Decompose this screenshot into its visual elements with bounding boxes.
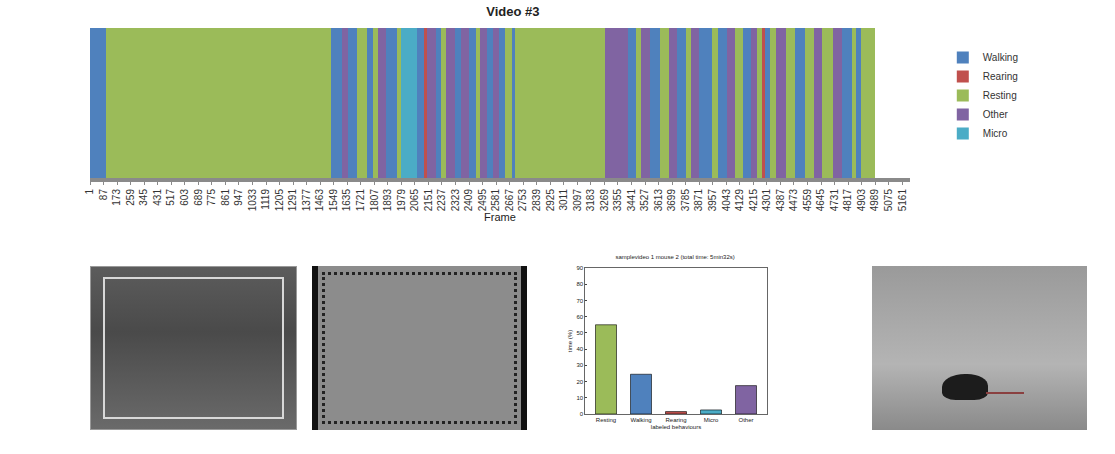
svg-text:2581: 2581 — [490, 189, 501, 212]
svg-text:Walking: Walking — [983, 52, 1018, 63]
svg-text:Resting: Resting — [983, 90, 1017, 101]
svg-text:1: 1 — [84, 189, 95, 195]
svg-text:3613: 3613 — [653, 189, 664, 212]
svg-text:4043: 4043 — [721, 189, 732, 212]
svg-text:3269: 3269 — [599, 189, 610, 212]
svg-text:3441: 3441 — [626, 189, 637, 212]
svg-text:labeled behaviours: labeled behaviours — [651, 424, 701, 430]
svg-text:345: 345 — [138, 189, 149, 206]
svg-text:3011: 3011 — [558, 189, 569, 211]
svg-text:1291: 1291 — [287, 189, 298, 212]
svg-text:30: 30 — [577, 362, 584, 368]
svg-text:4903: 4903 — [856, 189, 867, 212]
svg-text:517: 517 — [165, 189, 176, 206]
svg-text:samplevideo 1 mouse 2 (total t: samplevideo 1 mouse 2 (total time: 5min3… — [615, 254, 734, 260]
svg-text:Video #3: Video #3 — [486, 4, 539, 19]
svg-text:1721: 1721 — [355, 189, 366, 212]
svg-text:4129: 4129 — [734, 189, 745, 212]
svg-text:4215: 4215 — [748, 189, 759, 212]
svg-text:3871: 3871 — [693, 189, 704, 212]
svg-text:947: 947 — [233, 189, 244, 206]
svg-text:4559: 4559 — [802, 189, 813, 212]
svg-text:2753: 2753 — [517, 189, 528, 212]
svg-text:5161: 5161 — [897, 189, 908, 212]
svg-text:Rearing: Rearing — [665, 417, 686, 423]
svg-text:1635: 1635 — [341, 189, 352, 212]
svg-text:3527: 3527 — [639, 189, 650, 212]
svg-text:1377: 1377 — [301, 189, 312, 212]
svg-text:1979: 1979 — [396, 189, 407, 212]
svg-text:2237: 2237 — [436, 189, 447, 212]
svg-text:3183: 3183 — [585, 189, 596, 212]
svg-text:689: 689 — [193, 189, 204, 206]
svg-text:431: 431 — [152, 189, 163, 206]
svg-text:2925: 2925 — [545, 189, 556, 212]
svg-text:3355: 3355 — [612, 189, 623, 212]
svg-text:time (%): time (%) — [567, 330, 573, 352]
svg-text:3699: 3699 — [666, 189, 677, 212]
svg-text:0: 0 — [580, 411, 584, 417]
svg-text:1463: 1463 — [314, 189, 325, 212]
svg-text:Rearing: Rearing — [983, 71, 1018, 82]
svg-text:259: 259 — [125, 189, 136, 206]
svg-text:3785: 3785 — [680, 189, 691, 212]
svg-text:3097: 3097 — [572, 189, 583, 212]
svg-text:2839: 2839 — [531, 189, 542, 212]
svg-text:Walking: Walking — [630, 417, 651, 423]
svg-text:Micro: Micro — [704, 417, 719, 423]
svg-text:2667: 2667 — [504, 189, 515, 212]
svg-text:2323: 2323 — [450, 189, 461, 212]
svg-text:50: 50 — [577, 330, 584, 336]
svg-text:Micro: Micro — [983, 128, 1008, 139]
svg-text:20: 20 — [577, 379, 584, 385]
svg-text:87: 87 — [98, 189, 109, 201]
svg-text:2409: 2409 — [463, 189, 474, 212]
svg-text:2065: 2065 — [409, 189, 420, 212]
svg-text:1033: 1033 — [247, 189, 258, 212]
svg-text:2151: 2151 — [423, 189, 434, 212]
svg-text:70: 70 — [577, 298, 584, 304]
svg-text:10: 10 — [577, 395, 584, 401]
svg-text:Other: Other — [983, 109, 1009, 120]
svg-text:Frame: Frame — [484, 211, 516, 223]
svg-text:1807: 1807 — [369, 189, 380, 212]
svg-text:1893: 1893 — [382, 189, 393, 212]
svg-text:3957: 3957 — [707, 189, 718, 212]
svg-text:Resting: Resting — [596, 417, 616, 423]
svg-text:4645: 4645 — [815, 189, 826, 212]
svg-text:1549: 1549 — [328, 189, 339, 212]
svg-text:4989: 4989 — [869, 189, 880, 212]
svg-text:861: 861 — [220, 189, 231, 206]
svg-text:603: 603 — [179, 189, 190, 206]
svg-text:4473: 4473 — [788, 189, 799, 212]
svg-text:1119: 1119 — [260, 189, 271, 210]
svg-text:5075: 5075 — [883, 189, 894, 212]
svg-text:4731: 4731 — [829, 189, 840, 212]
svg-text:4387: 4387 — [775, 189, 786, 212]
svg-text:4817: 4817 — [842, 189, 853, 212]
svg-text:Other: Other — [738, 417, 753, 423]
svg-text:2495: 2495 — [477, 189, 488, 212]
svg-text:775: 775 — [206, 189, 217, 206]
svg-text:90: 90 — [577, 265, 584, 271]
svg-text:60: 60 — [577, 314, 584, 320]
svg-text:80: 80 — [577, 281, 584, 287]
svg-text:40: 40 — [577, 346, 584, 352]
svg-text:1205: 1205 — [274, 189, 285, 212]
svg-text:4301: 4301 — [761, 189, 772, 212]
svg-text:173: 173 — [111, 189, 122, 206]
